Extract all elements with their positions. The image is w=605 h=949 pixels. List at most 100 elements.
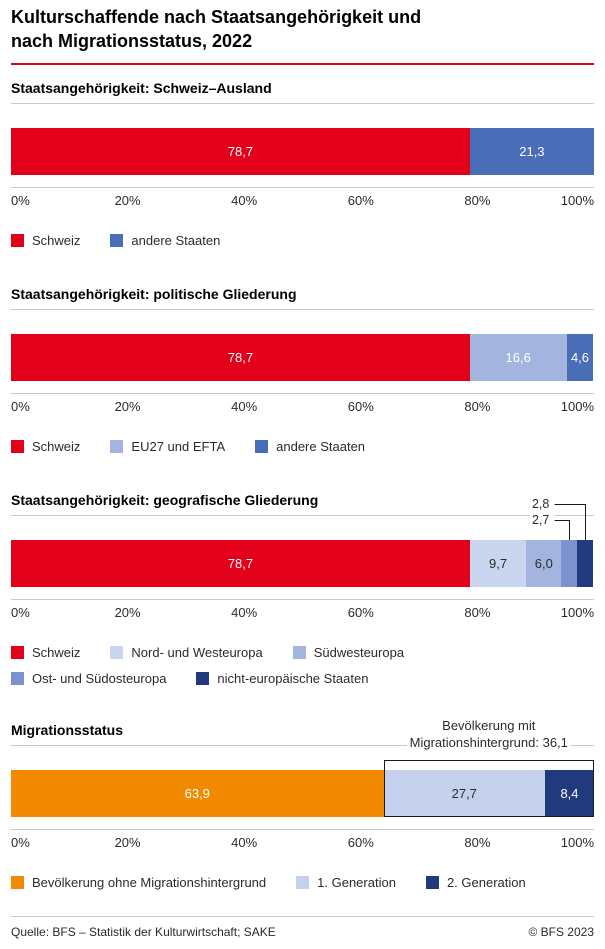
bar: 78,7 21,3: [11, 127, 594, 175]
value-label: 4,6: [570, 349, 590, 365]
legend-swatch: [196, 671, 210, 685]
copyright: © BFS 2023: [528, 925, 594, 939]
segment-schweiz: 78,7: [11, 333, 470, 381]
chart-section-staatsangehoerigkeit-politische-gliederung: Staatsangehörigkeit: politische Gliederu…: [11, 286, 594, 454]
axis-tick: 0%: [11, 192, 30, 208]
axis-tick: 40%: [231, 192, 258, 208]
value-label: 9,7: [489, 555, 508, 571]
legend-label: 1. Generation: [317, 874, 396, 890]
axis-tick: 20%: [114, 398, 141, 414]
segment-schweiz: 78,7: [11, 127, 470, 175]
segment-1-generation: 27,7: [383, 769, 546, 817]
legend-label: Schweiz: [32, 644, 81, 660]
legend-label: Nord- und Westeuropa: [131, 644, 263, 660]
axis-tick: 40%: [231, 834, 258, 850]
axis-tick: 60%: [347, 398, 374, 414]
legend-label: Schweiz: [32, 438, 81, 454]
segment-schweiz: 78,7: [11, 539, 470, 587]
bar: 78,7 9,7 6,0: [11, 539, 594, 587]
segment-andere-staaten: 4,6: [566, 333, 594, 381]
legend-item-2-generation: 2. Generation: [425, 875, 526, 890]
x-axis: 0% 20% 40% 60% 80% 100%: [11, 598, 594, 620]
legend-item-andere-staaten: andere Staaten: [110, 233, 220, 248]
legend-swatch: [11, 645, 24, 659]
legend-item-schweiz: Schweiz: [11, 439, 80, 454]
segment-eu27-und-efta: 16,6: [469, 333, 567, 381]
legend-item-andere-staaten: andere Staaten: [255, 439, 365, 454]
axis-tick: 20%: [114, 834, 141, 850]
section-title: Staatsangehörigkeit: geografische Gliede…: [11, 492, 594, 516]
value-label: 63,9: [184, 785, 210, 801]
segment-andere-staaten: 21,3: [469, 127, 594, 175]
chart-section-migrationsstatus: Migrationsstatus 63,9 27,7 8,4 Bevölkerung…: [11, 717, 594, 890]
footer: Quelle: BFS – Statistik der Kulturwirtsc…: [11, 916, 594, 939]
legend-label: nicht-europäische Staaten: [217, 670, 369, 686]
axis-tick: 80%: [464, 398, 491, 414]
segment-südwesteuropa: 6,0: [526, 539, 562, 587]
legend-swatch: [11, 671, 24, 685]
value-label: 8,4: [560, 785, 579, 801]
legend-row: Schweiz EU27 und EFTA andere Staaten: [11, 439, 594, 454]
axis-tick: 40%: [231, 604, 258, 620]
legend-item-nicht-europäische-staaten: nicht-europäische Staaten: [196, 671, 368, 686]
page-title-line1: Kulturschaffende nach Staatsangehörigkei…: [11, 7, 422, 27]
stacked-bar: 78,7 21,3: [11, 127, 594, 175]
chart-section-staatsangehoerigkeit-schweiz-ausland: Staatsangehörigkeit: Schweiz–Ausland 78,…: [11, 80, 594, 248]
axis-tick: 40%: [231, 398, 258, 414]
value-label: 6,0: [534, 555, 553, 571]
legend-label: Südwesteuropa: [313, 644, 405, 660]
legend-label: EU27 und EFTA: [131, 438, 226, 454]
legend-swatch: [255, 439, 269, 453]
legend-swatch: [110, 645, 124, 659]
legend-swatch: [110, 439, 124, 453]
legend-item-nord-und-westeuropa: Nord- und Westeuropa: [110, 644, 263, 660]
value-label: 78,7: [227, 349, 254, 365]
migration-bracket: [383, 759, 594, 817]
callout-connector: [585, 503, 587, 540]
legend: Schweiz Nord- und Westeuropa Südwesteuropa…: [11, 645, 594, 686]
legend-row: Ost- und Südosteuropa nicht-europäische S…: [11, 671, 594, 686]
axis-tick: 0%: [11, 604, 30, 620]
header: Kulturschaffende nach Staatsangehörigkei…: [11, 6, 594, 65]
segment-nord-und-westeuropa: 9,7: [469, 539, 527, 587]
axis-tick: 100%: [560, 834, 594, 850]
legend-row: Schweiz andere Staaten: [11, 233, 594, 248]
stacked-bar: 63,9 27,7 8,4 Bevölkerung mit Migrationshin…: [11, 717, 594, 817]
legend: Schweiz andere Staaten: [11, 233, 594, 248]
axis-tick: 100%: [560, 398, 594, 414]
x-axis: 0% 20% 40% 60% 80% 100%: [11, 392, 594, 414]
page-title-line2: nach Migrationsstatus, 2022: [11, 30, 253, 51]
legend-label: Ost- und Südosteuropa: [32, 670, 167, 686]
chart-section-staatsangehoerigkeit-geografische-gliederung: Staatsangehörigkeit: geografische Gliede…: [11, 492, 594, 686]
segment-bevölkerung-ohne-migrationshintergrund: 63,9: [11, 769, 384, 817]
segment-2-generation: 8,4: [545, 769, 594, 817]
legend-swatch: [11, 233, 24, 247]
axis-tick: 80%: [464, 834, 491, 850]
value-label: 21,3: [519, 143, 545, 159]
bar: 63,9 27,7 8,4: [11, 769, 594, 817]
x-axis: 0% 20% 40% 60% 80% 100%: [11, 186, 594, 208]
value-label: 16,6: [505, 349, 531, 365]
legend-row: Schweiz Nord- und Westeuropa Südwesteuropa: [11, 645, 594, 660]
legend-label: Bevölkerung ohne Migrationshintergrund: [32, 874, 267, 890]
legend-label: Schweiz: [32, 232, 81, 248]
legend-item-eu27-und-efta: EU27 und EFTA: [110, 439, 225, 454]
axis-tick: 0%: [11, 398, 30, 414]
value-label: 78,7: [227, 555, 254, 571]
axis-tick: 100%: [560, 192, 594, 208]
legend-swatch: [425, 875, 439, 889]
segment-nicht-europäische-staaten: [577, 539, 594, 587]
bar: 78,7 16,6 4,6: [11, 333, 594, 381]
axis-tick: 80%: [464, 604, 491, 620]
legend-swatch: [11, 439, 24, 453]
stacked-bar: 78,7 16,6 4,6: [11, 333, 594, 381]
annotation-line2: Migrationshintergrund: 36,1: [406, 734, 571, 751]
legend-item-südwesteuropa: Südwesteuropa: [292, 644, 405, 660]
legend-item-schweiz: Schweiz: [11, 233, 80, 248]
legend: Bevölkerung ohne Migrationshintergrund 1.…: [11, 875, 594, 890]
axis-tick: 0%: [11, 834, 30, 850]
section-title: Migrationsstatus: [11, 722, 594, 746]
legend-item-1-generation: 1. Generation: [296, 875, 396, 890]
callout-value-label: 2,8: [529, 496, 555, 511]
